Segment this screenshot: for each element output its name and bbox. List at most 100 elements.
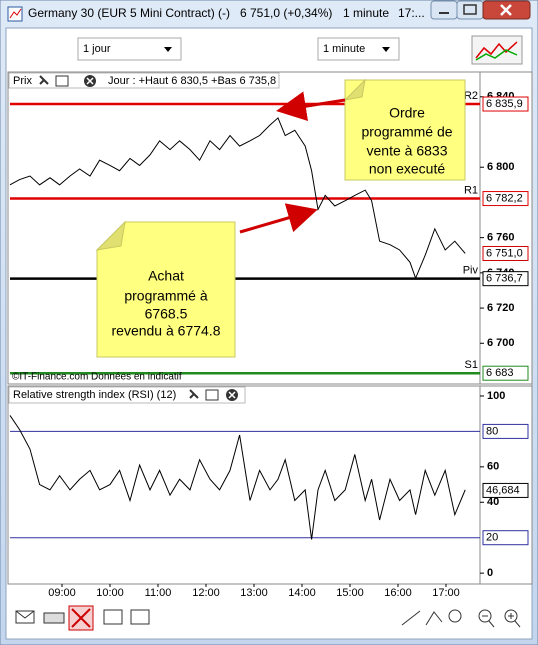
email-glyph: [15, 610, 35, 619]
value-badge-label: 20: [486, 532, 498, 544]
dropdown-arrow: [164, 47, 172, 52]
value-badge-label: 46,684: [486, 484, 520, 496]
window-time: 17:...: [398, 6, 425, 20]
x-tick-label: 10:00: [96, 587, 124, 599]
toggle-glyph: [71, 608, 91, 628]
note-line: non executé: [369, 161, 445, 177]
print-icon[interactable]: [43, 612, 65, 624]
value-badge-label: 6 751,0: [486, 247, 523, 259]
tool-icon[interactable]: [130, 609, 150, 625]
window-quote: 6 751,0 (+0,34%): [240, 6, 332, 20]
x-tick-label: 16:00: [384, 587, 412, 599]
zoom-icon[interactable]: [448, 609, 462, 623]
level-name: R1: [464, 184, 478, 196]
dropdown-arrow: [382, 47, 390, 52]
note-arrow: [276, 91, 346, 122]
indicator-icon: [475, 49, 518, 61]
minimize-button[interactable]: [430, 0, 458, 20]
value-badge: [482, 96, 529, 112]
value-badge: [482, 245, 529, 261]
note-line: Ordre: [389, 105, 425, 121]
value-badge-label: 6 782,2: [486, 192, 523, 204]
close-glyph: [500, 4, 512, 16]
price-footer: ©IT-Finance.com Données en indicatif: [12, 372, 182, 383]
period-dropdown[interactable]: [77, 37, 182, 61]
x-tick-label: 17:00: [432, 587, 460, 599]
x-tick-label: 11:00: [145, 587, 172, 599]
note-sell: Ordre programmé de vente à 6833 non exec…: [343, 78, 466, 181]
zoom-in-icon[interactable]: [504, 609, 518, 623]
indicator-button[interactable]: [471, 35, 523, 65]
value-badge: [482, 271, 529, 287]
draw-icon[interactable]: [401, 610, 421, 626]
x-tick-label: 09:00: [48, 587, 76, 599]
zoom-out-icon[interactable]: [478, 609, 492, 623]
note-line: Achat: [148, 268, 184, 284]
note-arrow: [239, 203, 318, 234]
value-badge-label: 6 736,7: [486, 273, 523, 285]
note-line: vente à 6833: [367, 143, 448, 159]
settings-icon[interactable]: [39, 75, 49, 85]
rsi-header: [8, 386, 246, 404]
note-fold: [95, 220, 126, 251]
y-tick-label: 6 700: [487, 337, 515, 349]
maximize-glyph: [463, 4, 477, 15]
value-badge: [482, 482, 529, 498]
value-badge: [482, 530, 529, 546]
y-tick-label: 6 800: [487, 161, 515, 173]
series-line: [9, 117, 466, 280]
y-tick-label: 6 760: [487, 232, 515, 244]
note-line: 6768.5: [145, 306, 188, 322]
y-tick-label: 6 720: [487, 302, 515, 314]
x-tick-label: 15:00: [336, 587, 364, 599]
note-buy: Achat programmé à 6768.5 revendu à 6774.…: [95, 220, 236, 358]
value-badge-label: 6 835,9: [486, 98, 523, 110]
window-icon[interactable]: [55, 75, 69, 87]
price-subtitle: Jour : +Haut 6 830,5 +Bas 6 735,8: [108, 75, 276, 87]
maximize-button[interactable]: [456, 0, 484, 20]
value-badge-label: 6 683: [486, 367, 514, 379]
window-icon[interactable]: [205, 389, 219, 401]
zoom-out-glyph: [482, 615, 495, 628]
note-line: programmé de: [361, 124, 452, 140]
x-tick-label: 14:00: [288, 587, 316, 599]
period-value: 1 jour: [83, 43, 111, 55]
interval-dropdown[interactable]: [317, 37, 400, 61]
y-tick-label: 0: [487, 567, 493, 579]
value-badge-label: 80: [486, 425, 498, 437]
y-tick-label: 100: [487, 390, 505, 402]
window-title: Germany 30 (EUR 5 Mini Contract) (-): [28, 6, 230, 20]
series-line: [9, 415, 466, 540]
value-badge: [482, 191, 529, 207]
x-tick-label: 12:00: [192, 587, 220, 599]
interval-value: 1 minute: [323, 43, 365, 55]
note-fold: [343, 78, 366, 101]
value-badge: [482, 365, 529, 381]
tool-icon[interactable]: [103, 609, 123, 625]
y-tick-label: 60: [487, 461, 499, 473]
app-icon: [7, 6, 23, 22]
app-icon-graph: [9, 8, 22, 19]
price-title: Prix: [13, 75, 32, 87]
rsi-panel: [7, 385, 533, 585]
value-badge: [482, 423, 529, 439]
level-name: S1: [465, 359, 478, 371]
close-panel-glyph: [86, 77, 94, 85]
level-name: Piv: [463, 265, 479, 277]
y-tick-label: 40: [487, 496, 499, 508]
settings-icon[interactable]: [189, 389, 199, 399]
draw-icon[interactable]: [425, 611, 443, 626]
level-name: R2: [464, 90, 478, 102]
x-tick-label: 13:00: [240, 587, 268, 599]
window-interval: 1 minute: [343, 6, 389, 20]
rsi-title: Relative strength index (RSI) (12): [13, 389, 176, 401]
note-paper: [344, 79, 466, 181]
close-panel-glyph: [228, 391, 236, 399]
bottom-toolbar: [15, 605, 521, 631]
price-header: [8, 72, 280, 89]
note-line: revendu à 6774.8: [112, 323, 221, 339]
note-line: programmé à: [124, 288, 207, 304]
zoom-in-glyph: [508, 613, 521, 628]
